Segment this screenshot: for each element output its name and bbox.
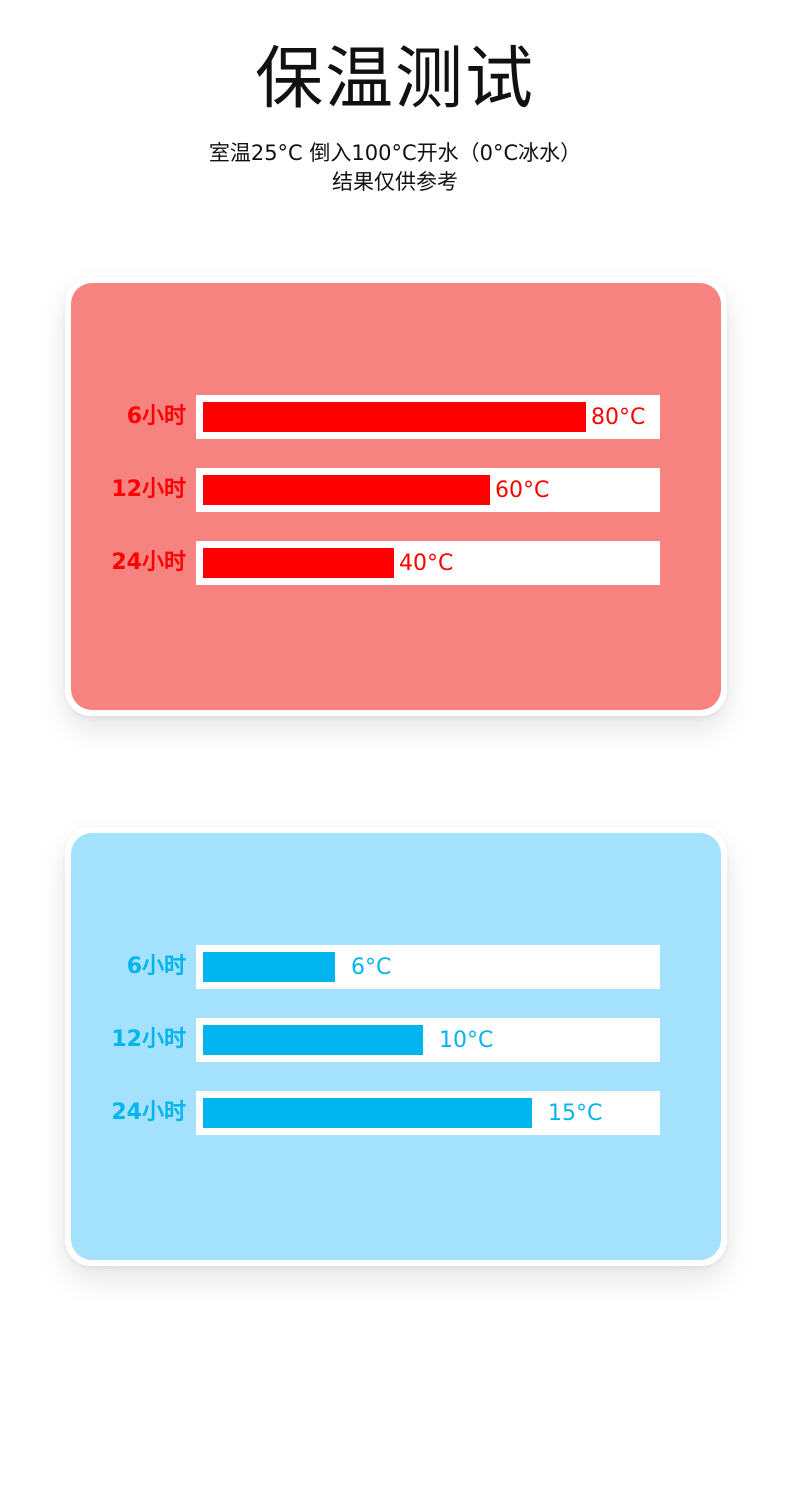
bar-track: 60°C bbox=[196, 468, 660, 512]
category-label: 12小时 bbox=[111, 1027, 186, 1052]
category-label: 24小时 bbox=[111, 550, 186, 575]
hot-bar-row: 12小时 60°C bbox=[71, 468, 731, 512]
bar bbox=[203, 475, 490, 505]
data-label: 80°C bbox=[591, 405, 646, 430]
cold-bar-row: 12小时 10°C bbox=[71, 1018, 731, 1062]
bar-track: 40°C bbox=[196, 541, 660, 585]
hot-water-card: 6小时 80°C 12小时 60°C 24小时 40°C bbox=[65, 277, 727, 716]
bar-track: 10°C bbox=[196, 1018, 660, 1062]
bar bbox=[203, 402, 586, 432]
bar bbox=[203, 548, 394, 578]
bar bbox=[203, 1025, 423, 1055]
hot-bar-row: 6小时 80°C bbox=[71, 395, 731, 439]
hot-bar-row: 24小时 40°C bbox=[71, 541, 731, 585]
ice-water-chart-panel: 6小时 6°C 12小时 10°C 24小时 15°C bbox=[71, 833, 721, 1260]
disclaimer-text: 结果仅供参考 bbox=[332, 170, 458, 194]
page-title: 保温测试 bbox=[254, 40, 535, 119]
data-label: 6°C bbox=[351, 955, 392, 980]
category-label: 12小时 bbox=[111, 477, 186, 502]
hot-water-chart-panel: 6小时 80°C 12小时 60°C 24小时 40°C bbox=[71, 283, 721, 710]
data-label: 10°C bbox=[439, 1028, 494, 1053]
test-conditions-text: 室温25°C 倒入100°C开水（0°C冰水） bbox=[208, 141, 582, 165]
data-label: 60°C bbox=[495, 478, 550, 503]
data-label: 40°C bbox=[399, 551, 454, 576]
bar bbox=[203, 1098, 532, 1128]
category-label: 6小时 bbox=[126, 954, 186, 979]
category-label: 6小时 bbox=[126, 404, 186, 429]
data-label: 15°C bbox=[548, 1101, 603, 1126]
ice-water-card: 6小时 6°C 12小时 10°C 24小时 15°C bbox=[65, 827, 727, 1266]
cold-bar-row: 24小时 15°C bbox=[71, 1091, 731, 1135]
category-label: 24小时 bbox=[111, 1100, 186, 1125]
bar-track: 6°C bbox=[196, 945, 660, 989]
bar bbox=[203, 952, 335, 982]
cold-bar-row: 6小时 6°C bbox=[71, 945, 731, 989]
bar-track: 80°C bbox=[196, 395, 660, 439]
bar-track: 15°C bbox=[196, 1091, 660, 1135]
